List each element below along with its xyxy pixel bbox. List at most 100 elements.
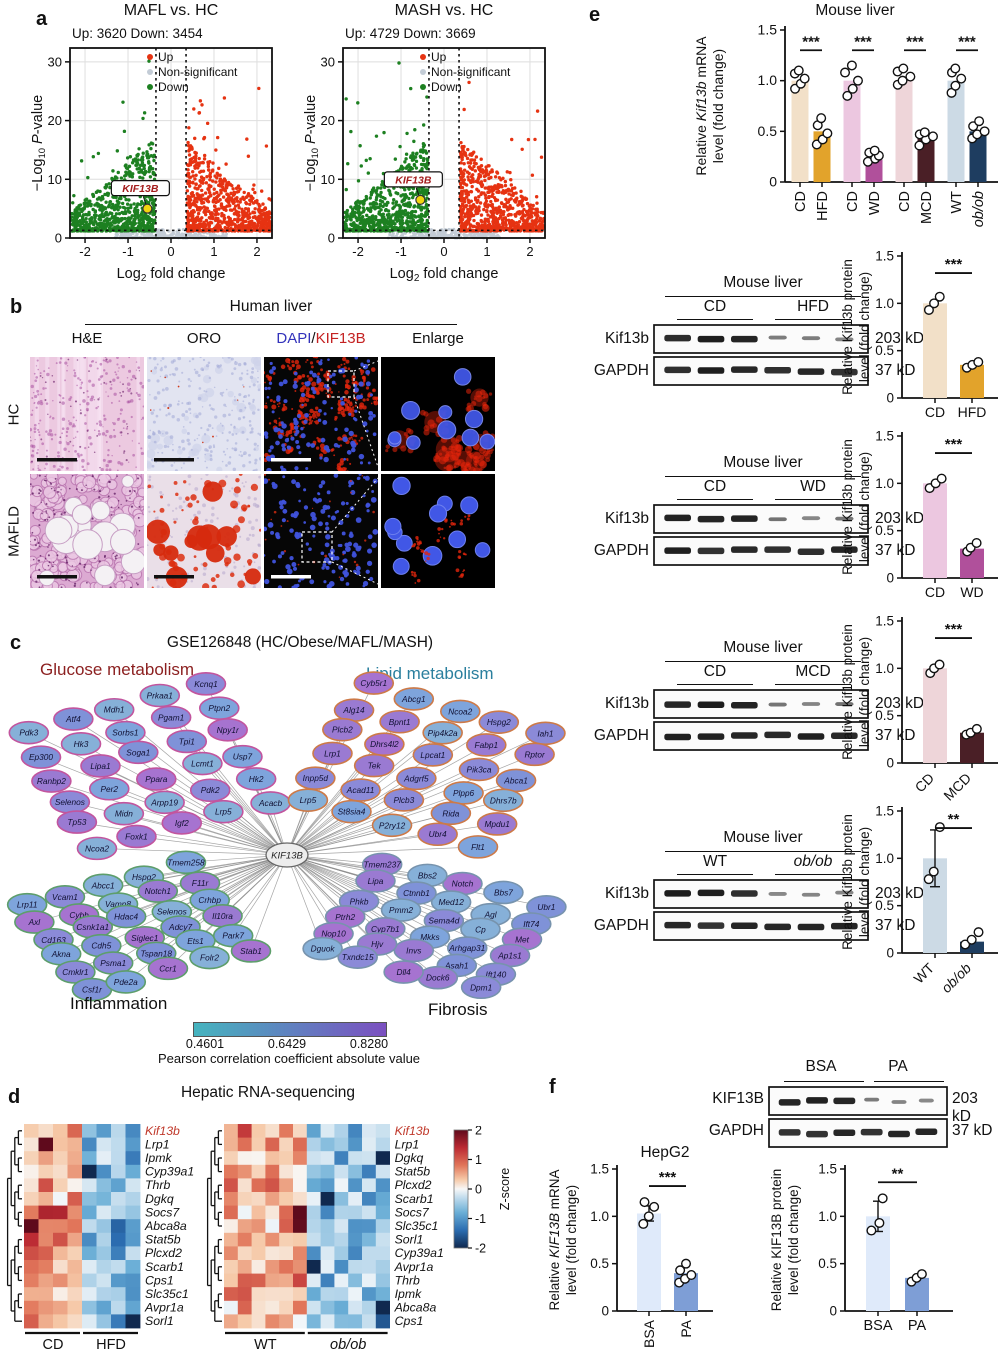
gene-node — [476, 812, 518, 836]
gene-node — [80, 754, 121, 778]
data-point — [638, 1218, 649, 1229]
hepg2-western-blot — [768, 1085, 948, 1154]
pearson-tick-high: 0.8280 — [349, 1037, 389, 1051]
f-group-bsa: BSA — [805, 1058, 837, 1075]
gene-node — [371, 813, 413, 838]
heatmap-cd-hfd: Kif13b Lrp1 Ipmk Cyp39a1 Thrb Dgkq Socs7 Abca8a… — [2, 1118, 202, 1361]
blot-protein-1: Kif13b — [605, 330, 649, 347]
col-header-he: H&E — [71, 330, 103, 347]
blot-block-WT-ob/ob: Mouse liver WT ob/ob Kif13b GAPDH 203 kD 37 kD… — [545, 804, 1000, 1003]
blot-header-underline — [665, 851, 861, 852]
gene-label: Cyp39a1 — [395, 1246, 444, 1260]
gene-label: Kif13b — [145, 1124, 180, 1138]
pearson-tick-low: 0.4601 — [185, 1037, 225, 1051]
data-point — [974, 116, 985, 127]
gene-label: Sorl1 — [145, 1314, 174, 1328]
data-point — [928, 866, 939, 877]
svg-text:0: 0 — [55, 231, 62, 246]
blot-protein-2: GAPDH — [593, 727, 649, 744]
svg-text:0: 0 — [769, 174, 777, 190]
panel-label-e: e — [589, 4, 601, 26]
group-label: ob/ob — [330, 1337, 366, 1353]
gene-node — [93, 697, 135, 722]
gene-node — [105, 970, 147, 994]
gene-node — [417, 822, 458, 847]
blot-group-b: ob/ob — [793, 853, 833, 870]
svg-text:1: 1 — [210, 244, 217, 259]
blot-header-underline — [665, 296, 861, 297]
gene-node — [20, 745, 62, 769]
svg-text:10: 10 — [321, 172, 335, 187]
col-header-enlarge: Enlarge — [412, 330, 464, 347]
data-point — [874, 1217, 885, 1228]
blot-mw-2: 37 kD — [875, 362, 916, 379]
gene-node — [135, 767, 177, 791]
blot-tissue-header: Mouse liver — [723, 639, 803, 656]
blot-strip — [653, 878, 869, 947]
gene-node — [396, 766, 437, 791]
blot-mw-1: 203 kD — [875, 695, 925, 712]
gene-node — [31, 769, 72, 793]
gene-node — [302, 936, 343, 961]
data-point — [966, 934, 977, 945]
data-point — [914, 140, 925, 151]
bar-CD — [843, 80, 861, 182]
data-point — [936, 473, 947, 484]
gene-node — [144, 790, 185, 815]
gene-node — [189, 778, 231, 803]
svg-text:CD: CD — [897, 191, 913, 212]
svg-text:Non-significant: Non-significant — [158, 65, 238, 79]
svg-text:CD: CD — [845, 191, 861, 212]
bar-WT — [947, 80, 965, 182]
gene-node — [60, 732, 102, 756]
f-protein-gapdh: GAPDH — [708, 1122, 764, 1139]
svg-text:10: 10 — [48, 172, 62, 187]
panel-label-d: d — [8, 1086, 21, 1108]
data-point — [934, 822, 945, 833]
gene-node — [337, 945, 378, 969]
significance: *** — [659, 1169, 677, 1186]
col-header-dapi-kif13b: DAPI/KIF13B — [264, 330, 378, 347]
gene-label: Avpr1a — [144, 1301, 184, 1315]
network-svg: Pdk3Atf4Mdh1Prkaa1Kcnq1Ep300Hk3Sorbs1Pga… — [6, 671, 567, 1002]
gene-node — [287, 788, 329, 812]
kif13b-point — [415, 194, 426, 205]
data-point — [950, 80, 961, 91]
data-point — [905, 71, 916, 82]
volcano2-counts: Up: 4729 Down: 3669 — [345, 26, 476, 41]
significance: *** — [854, 33, 872, 50]
blot-block-CD-WD: Mouse liver CD WD Kif13b GAPDH 203 kD 37 kD 0 0.… — [545, 429, 1000, 628]
data-point — [793, 65, 804, 76]
data-point — [929, 298, 940, 309]
gene-node — [443, 781, 484, 805]
gene-label: Scarb1 — [395, 1192, 434, 1206]
volcano1-title: MAFL vs. HC — [123, 2, 219, 19]
data-point — [956, 73, 967, 84]
svg-text:20: 20 — [321, 113, 335, 128]
blot-block-CD-MCD: Mouse liver CD MCD Kif13b GAPDH 203 kD 37 kD 0 0… — [545, 614, 1000, 813]
e-mrna-chart: 0 0.5 1.0 1.5 *** *** *** *** CD HFD CD WD CD MCD WT ob… — [690, 14, 1000, 259]
panel-label-a: a — [36, 8, 48, 30]
gene-node — [139, 683, 181, 708]
gene-node — [166, 729, 208, 754]
gene-label: Cps1 — [395, 1314, 424, 1328]
gene-node — [393, 687, 435, 711]
gene-node — [322, 717, 363, 742]
blot-group-b-underline — [775, 874, 851, 875]
gene-node — [147, 956, 189, 981]
gene-node — [353, 671, 395, 695]
blot-mw-1: 203 kD — [875, 510, 925, 527]
svg-text:2: 2 — [526, 244, 533, 259]
gene-node — [185, 672, 227, 696]
blot-mw-2: 37 kD — [875, 542, 916, 559]
gene-node — [222, 744, 263, 769]
blot-tissue-header: Mouse liver — [723, 829, 803, 846]
row-label-mafld: MAFLD — [5, 506, 23, 557]
data-point — [649, 1201, 660, 1212]
gene-node — [439, 699, 481, 724]
data-point — [971, 537, 982, 548]
gene-label: Dgkq — [145, 1192, 174, 1206]
gene-label: Kif13b — [395, 1124, 430, 1138]
data-point — [686, 1270, 697, 1281]
correlation-network: Pdk3 Atf4 Mdh1 Prkaa1 Kcnq1 Ep300 Hk3 Sorbs1 Pga… — [0, 655, 600, 1032]
